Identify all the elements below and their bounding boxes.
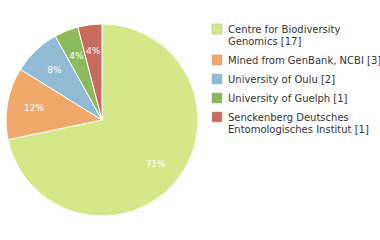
data-label: 4% — [86, 46, 101, 56]
legend-label: Senckenberg DeutschesEntomologisches Ins… — [228, 112, 369, 135]
legend-label-line: University of Guelph [1] — [228, 93, 348, 104]
legend-item: Senckenberg DeutschesEntomologisches Ins… — [212, 112, 369, 135]
legend-label: University of Guelph [1] — [228, 93, 348, 104]
legend-item: University of Guelph [1] — [212, 93, 348, 104]
legend-swatch — [212, 55, 222, 65]
legend-label-line: University of Oulu [2] — [228, 74, 335, 85]
legend-label-line: Genomics [17] — [228, 36, 301, 47]
legend-item: Centre for BiodiversityGenomics [17] — [212, 24, 341, 47]
legend-label-line: Centre for Biodiversity — [228, 24, 341, 35]
data-label: 4% — [69, 51, 84, 61]
pie — [6, 24, 198, 216]
chart: 71% 12% 8% 4%4% Centre for BiodiversityGenom… — [0, 0, 380, 240]
data-label: 12% — [24, 103, 44, 113]
legend-swatch — [212, 74, 222, 84]
data-label: 71% — [146, 159, 166, 169]
legend-label-line: Entomologisches Institut [1] — [228, 124, 369, 135]
legend-item: University of Oulu [2] — [212, 74, 335, 85]
pie-slice — [78, 24, 102, 120]
legend-swatch — [212, 112, 222, 122]
legend-item: Mined from GenBank, NCBI [3] — [212, 55, 380, 66]
legend-label: Mined from GenBank, NCBI [3] — [228, 55, 380, 66]
data-label: 8% — [47, 65, 62, 75]
legend-label: Centre for BiodiversityGenomics [17] — [228, 24, 341, 47]
data-labels: 71% 12% 8% 4%4% — [24, 46, 166, 168]
legend-swatch — [212, 24, 222, 34]
legend-label: University of Oulu [2] — [228, 74, 335, 85]
legend: Centre for BiodiversityGenomics [17] Mine… — [212, 24, 380, 135]
legend-label-line: Senckenberg Deutsches — [228, 112, 349, 123]
legend-label-line: Mined from GenBank, NCBI [3] — [228, 55, 380, 66]
legend-swatch — [212, 93, 222, 103]
